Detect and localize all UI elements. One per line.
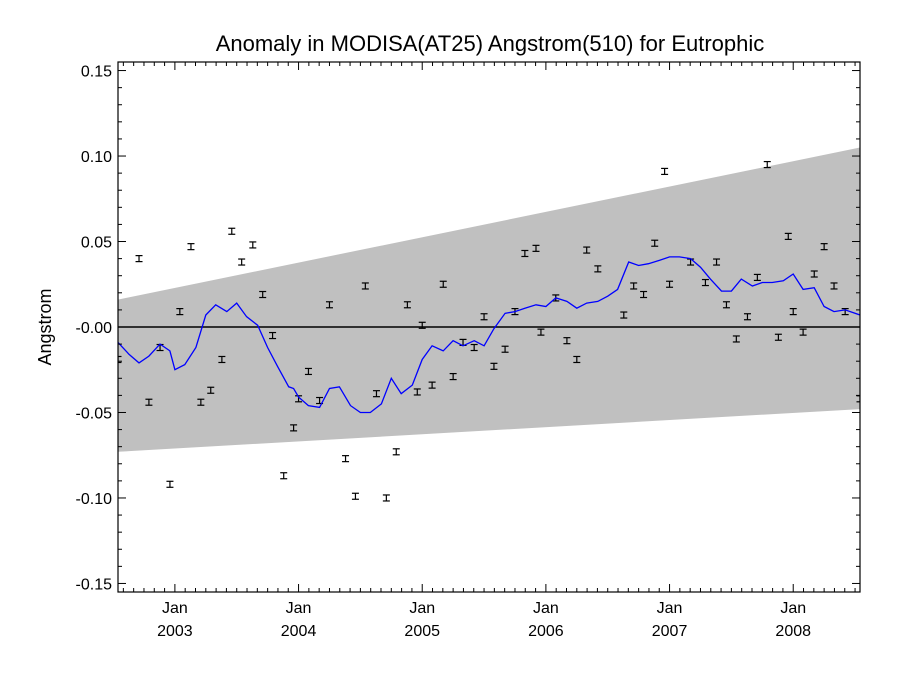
- errorbar-point: [594, 265, 602, 273]
- y-tick-label: -0.00: [76, 320, 113, 337]
- errorbar-point: [351, 492, 359, 500]
- errorbar-point: [269, 331, 277, 340]
- errorbar-point: [620, 311, 628, 319]
- y-axis-label: Angstrom: [35, 288, 55, 365]
- errorbar-point: [630, 282, 638, 290]
- errorbar-point: [713, 258, 721, 266]
- errorbar-point: [342, 455, 350, 463]
- plot-area: 0.15 0.10 0.05 -0.00 -0.05 -0.10 -0.15 Jan 2003 J…: [76, 61, 861, 640]
- y-tick-label: -0.05: [76, 405, 113, 422]
- errorbar-point: [449, 372, 457, 381]
- errorbar-point: [372, 390, 380, 398]
- errorbar-point: [413, 388, 421, 396]
- errorbar-point: [722, 301, 730, 309]
- x-tick-label-year: 2005: [404, 623, 440, 640]
- errorbar-point: [651, 239, 659, 247]
- y-tick-label: 0.15: [81, 64, 112, 81]
- x-tick-label-month: Jan: [657, 600, 683, 617]
- errorbar-point: [249, 241, 257, 249]
- x-tick-label-month: Jan: [409, 600, 435, 617]
- x-tick-label-year: 2004: [281, 623, 317, 640]
- errorbar-point: [403, 301, 411, 309]
- errorbar-point: [118, 355, 122, 364]
- errorbar-point: [238, 258, 246, 266]
- errorbar-point: [290, 424, 298, 432]
- x-tick-label-year: 2007: [652, 623, 688, 640]
- errorbar-point: [640, 290, 648, 299]
- errorbar-point: [280, 472, 288, 480]
- errorbar-point: [583, 246, 591, 254]
- errorbar-point: [701, 278, 709, 287]
- errorbar-point: [830, 282, 838, 290]
- x-tick-label-month: Jan: [286, 600, 312, 617]
- errorbar-point: [218, 355, 226, 364]
- errorbar-point: [166, 480, 174, 488]
- errorbar-point: [537, 328, 545, 336]
- errorbar-point: [501, 345, 509, 353]
- errorbar-point: [197, 398, 205, 406]
- errorbar-point: [304, 367, 312, 376]
- x-tick-label-year: 2006: [528, 623, 564, 640]
- errorbar-point: [521, 249, 529, 258]
- y-tick-label: 0.10: [81, 149, 112, 166]
- errorbar-point: [763, 160, 771, 169]
- errorbar-point: [753, 273, 761, 282]
- confidence-band: [118, 147, 860, 452]
- errorbar-point: [187, 243, 195, 251]
- x-tick-label-month: Jan: [162, 600, 188, 617]
- errorbar-point: [176, 308, 184, 316]
- errorbar-point: [799, 328, 807, 336]
- errorbar-point: [784, 232, 792, 240]
- x-tick-label-year: 2008: [775, 623, 811, 640]
- errorbar-point: [361, 282, 369, 290]
- errorbar-point: [259, 290, 267, 299]
- errorbar-point: [490, 362, 498, 370]
- errorbar-point: [661, 167, 669, 176]
- errorbar-point: [325, 301, 333, 309]
- errorbar-point: [382, 494, 390, 502]
- errorbar-point: [573, 355, 581, 364]
- errorbar-point: [532, 244, 540, 252]
- errorbar-point: [228, 227, 236, 235]
- errorbar-point: [470, 343, 478, 352]
- errorbar-point: [810, 270, 818, 278]
- errorbar-point: [392, 448, 400, 456]
- errorbar-point: [743, 313, 751, 321]
- errorbar-point: [563, 337, 571, 345]
- errorbar-point: [732, 335, 740, 343]
- x-tick-label-year: 2003: [157, 623, 193, 640]
- errorbar-point: [820, 243, 828, 251]
- errorbar-series: [118, 160, 860, 502]
- x-tick-label-month: Jan: [533, 600, 559, 617]
- errorbar-point: [428, 381, 436, 389]
- y-tick-label: -0.15: [76, 576, 113, 593]
- errorbar-point: [439, 280, 447, 288]
- errorbar-point: [135, 255, 143, 263]
- chart-title: Anomaly in MODISA(AT25) Angstrom(510) fo…: [216, 31, 765, 56]
- y-tick-label: -0.10: [76, 491, 113, 508]
- series-line: [118, 256, 860, 414]
- x-tick-label-month: Jan: [780, 600, 806, 617]
- errorbar-point: [774, 333, 782, 341]
- errorbar-point: [207, 386, 215, 394]
- y-tick-label: 0.05: [81, 235, 112, 252]
- errorbar-point: [789, 308, 797, 316]
- errorbar-point: [480, 313, 488, 321]
- errorbar-point: [145, 398, 153, 406]
- errorbar-point: [418, 321, 426, 329]
- errorbar-point: [666, 280, 674, 288]
